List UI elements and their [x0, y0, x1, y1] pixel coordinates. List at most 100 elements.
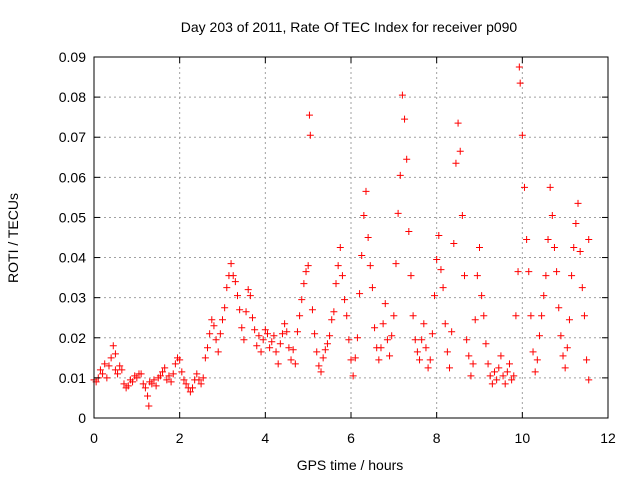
data-point: [332, 280, 340, 288]
data-point: [137, 370, 145, 378]
data-point: [452, 159, 460, 167]
data-point: [546, 183, 554, 191]
data-point: [159, 368, 167, 376]
data-point: [201, 354, 209, 362]
data-point: [169, 370, 177, 378]
data-point: [283, 328, 291, 336]
x-tick-label: 12: [600, 430, 616, 446]
data-point: [486, 372, 494, 380]
data-point: [437, 266, 445, 274]
data-point: [553, 268, 561, 276]
data-point: [111, 366, 119, 374]
data-point: [180, 376, 188, 384]
data-point: [529, 348, 537, 356]
data-point: [482, 340, 490, 348]
data-point: [446, 364, 454, 372]
y-tick-label: 0.08: [59, 89, 86, 105]
data-point: [544, 236, 552, 244]
data-point: [514, 268, 522, 276]
data-point: [411, 336, 419, 344]
data-point: [512, 312, 520, 320]
data-point: [338, 272, 346, 280]
grid-lines: [94, 57, 608, 418]
data-point: [223, 284, 231, 292]
data-point: [366, 262, 374, 270]
data-point: [163, 376, 171, 384]
data-point: [321, 346, 329, 354]
data-point: [580, 312, 588, 320]
data-point: [206, 330, 214, 338]
data-point: [189, 384, 197, 392]
axis-ticks: 0 2 4 6 8 10 12 0 0.01 0.02 0.03 0.04 0.05 0.06 0.07 0.…: [59, 49, 616, 446]
data-point: [443, 348, 451, 356]
data-point: [356, 290, 364, 298]
data-point: [306, 131, 314, 139]
data-point: [251, 326, 259, 334]
data-point: [111, 350, 119, 358]
data-point: [270, 332, 278, 340]
data-point: [428, 330, 436, 338]
data-point: [336, 244, 344, 252]
data-point: [473, 272, 481, 280]
data-point: [364, 234, 372, 241]
data-point: [193, 370, 201, 378]
data-point: [311, 330, 319, 338]
data-point: [403, 155, 411, 163]
data-point: [574, 199, 582, 207]
data-point: [480, 312, 488, 320]
data-point: [435, 231, 443, 239]
data-point: [407, 272, 415, 280]
x-tick-label: 10: [515, 430, 531, 446]
data-point: [484, 360, 492, 368]
data-point: [550, 244, 558, 252]
data-point: [448, 328, 456, 336]
data-point: [165, 372, 173, 380]
data-point: [305, 111, 313, 119]
data-point: [503, 368, 511, 376]
data-point: [219, 316, 226, 324]
data-point: [392, 260, 400, 268]
data-point: [156, 372, 164, 380]
data-point: [233, 292, 241, 300]
data-point: [300, 280, 308, 288]
data-point: [523, 236, 531, 244]
data-point: [368, 284, 376, 292]
data-point: [439, 284, 447, 292]
data-point: [236, 306, 244, 314]
data-point: [555, 304, 563, 312]
data-point: [176, 356, 184, 364]
data-point: [116, 362, 124, 370]
data-point: [495, 364, 503, 372]
data-point: [540, 292, 548, 300]
data-point: [345, 336, 353, 344]
data-point: [476, 244, 483, 252]
data-point: [150, 376, 158, 384]
data-point: [124, 382, 132, 390]
data-point: [221, 304, 229, 312]
y-tick-label: 0.09: [59, 49, 86, 65]
data-point: [120, 380, 128, 388]
data-point: [296, 312, 304, 320]
y-tick-label: 0.07: [59, 129, 86, 145]
data-point: [291, 360, 299, 368]
data-point: [375, 356, 383, 364]
data-point: [383, 336, 391, 344]
x-tick-label: 8: [433, 430, 441, 446]
data-point: [109, 342, 117, 350]
data-point: [317, 368, 325, 376]
data-point: [304, 262, 312, 270]
data-point: [377, 344, 385, 352]
data-point: [214, 348, 222, 356]
data-point: [186, 388, 194, 396]
data-point: [469, 360, 477, 368]
data-point: [263, 330, 271, 338]
data-point: [118, 366, 126, 374]
data-point: [259, 336, 267, 344]
data-point: [242, 308, 250, 316]
data-point: [516, 79, 524, 87]
data-point: [426, 356, 434, 364]
data-point: [266, 344, 274, 352]
data-point: [238, 324, 246, 332]
data-point: [302, 268, 310, 276]
data-point: [313, 348, 321, 356]
